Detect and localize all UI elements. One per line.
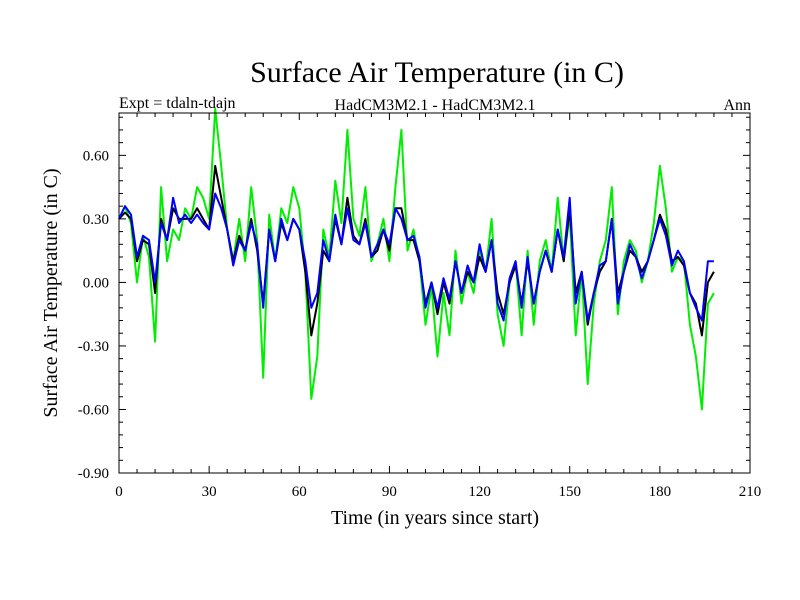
series-line-black bbox=[118, 164, 715, 337]
x-tick-label: 210 bbox=[739, 484, 762, 500]
y-tick-label: 0.30 bbox=[83, 212, 109, 228]
x-tick-label: 30 bbox=[202, 484, 217, 500]
series-line-blue bbox=[118, 192, 714, 322]
x-tick-label: 0 bbox=[115, 484, 123, 500]
chart-title: Surface Air Temperature (in C) bbox=[250, 56, 624, 89]
x-tick-label: 150 bbox=[558, 484, 581, 500]
x-tick-label: 120 bbox=[468, 484, 491, 500]
y-axis-label: Surface Air Temperature (in C) bbox=[40, 168, 62, 417]
series-line-green bbox=[118, 107, 715, 411]
plot-frame bbox=[118, 112, 751, 474]
y-tick-label: -0.30 bbox=[78, 339, 109, 355]
x-tick-label: 90 bbox=[382, 484, 397, 500]
y-tick-label: 0.60 bbox=[83, 148, 109, 164]
subtitle-center: HadCM3M2.1 - HadCM3M2.1 bbox=[335, 97, 536, 114]
subtitle-right: Ann bbox=[723, 97, 751, 114]
series-group bbox=[118, 107, 715, 411]
x-axis-label: Time (in years since start) bbox=[331, 507, 539, 529]
y-tick-label: -0.60 bbox=[78, 402, 109, 418]
x-tick-label: 60 bbox=[292, 484, 307, 500]
subtitle-left: Expt = tdaln-tdajn bbox=[119, 95, 236, 112]
y-tick-label: 0.00 bbox=[83, 275, 109, 291]
y-tick-label: -0.90 bbox=[78, 466, 109, 482]
x-tick-label: 180 bbox=[649, 484, 672, 500]
axis-ticks: 0 30 60 90 120 150 180 210 -0.90 -0.60 -0.30 0.00 0.… bbox=[78, 113, 762, 500]
